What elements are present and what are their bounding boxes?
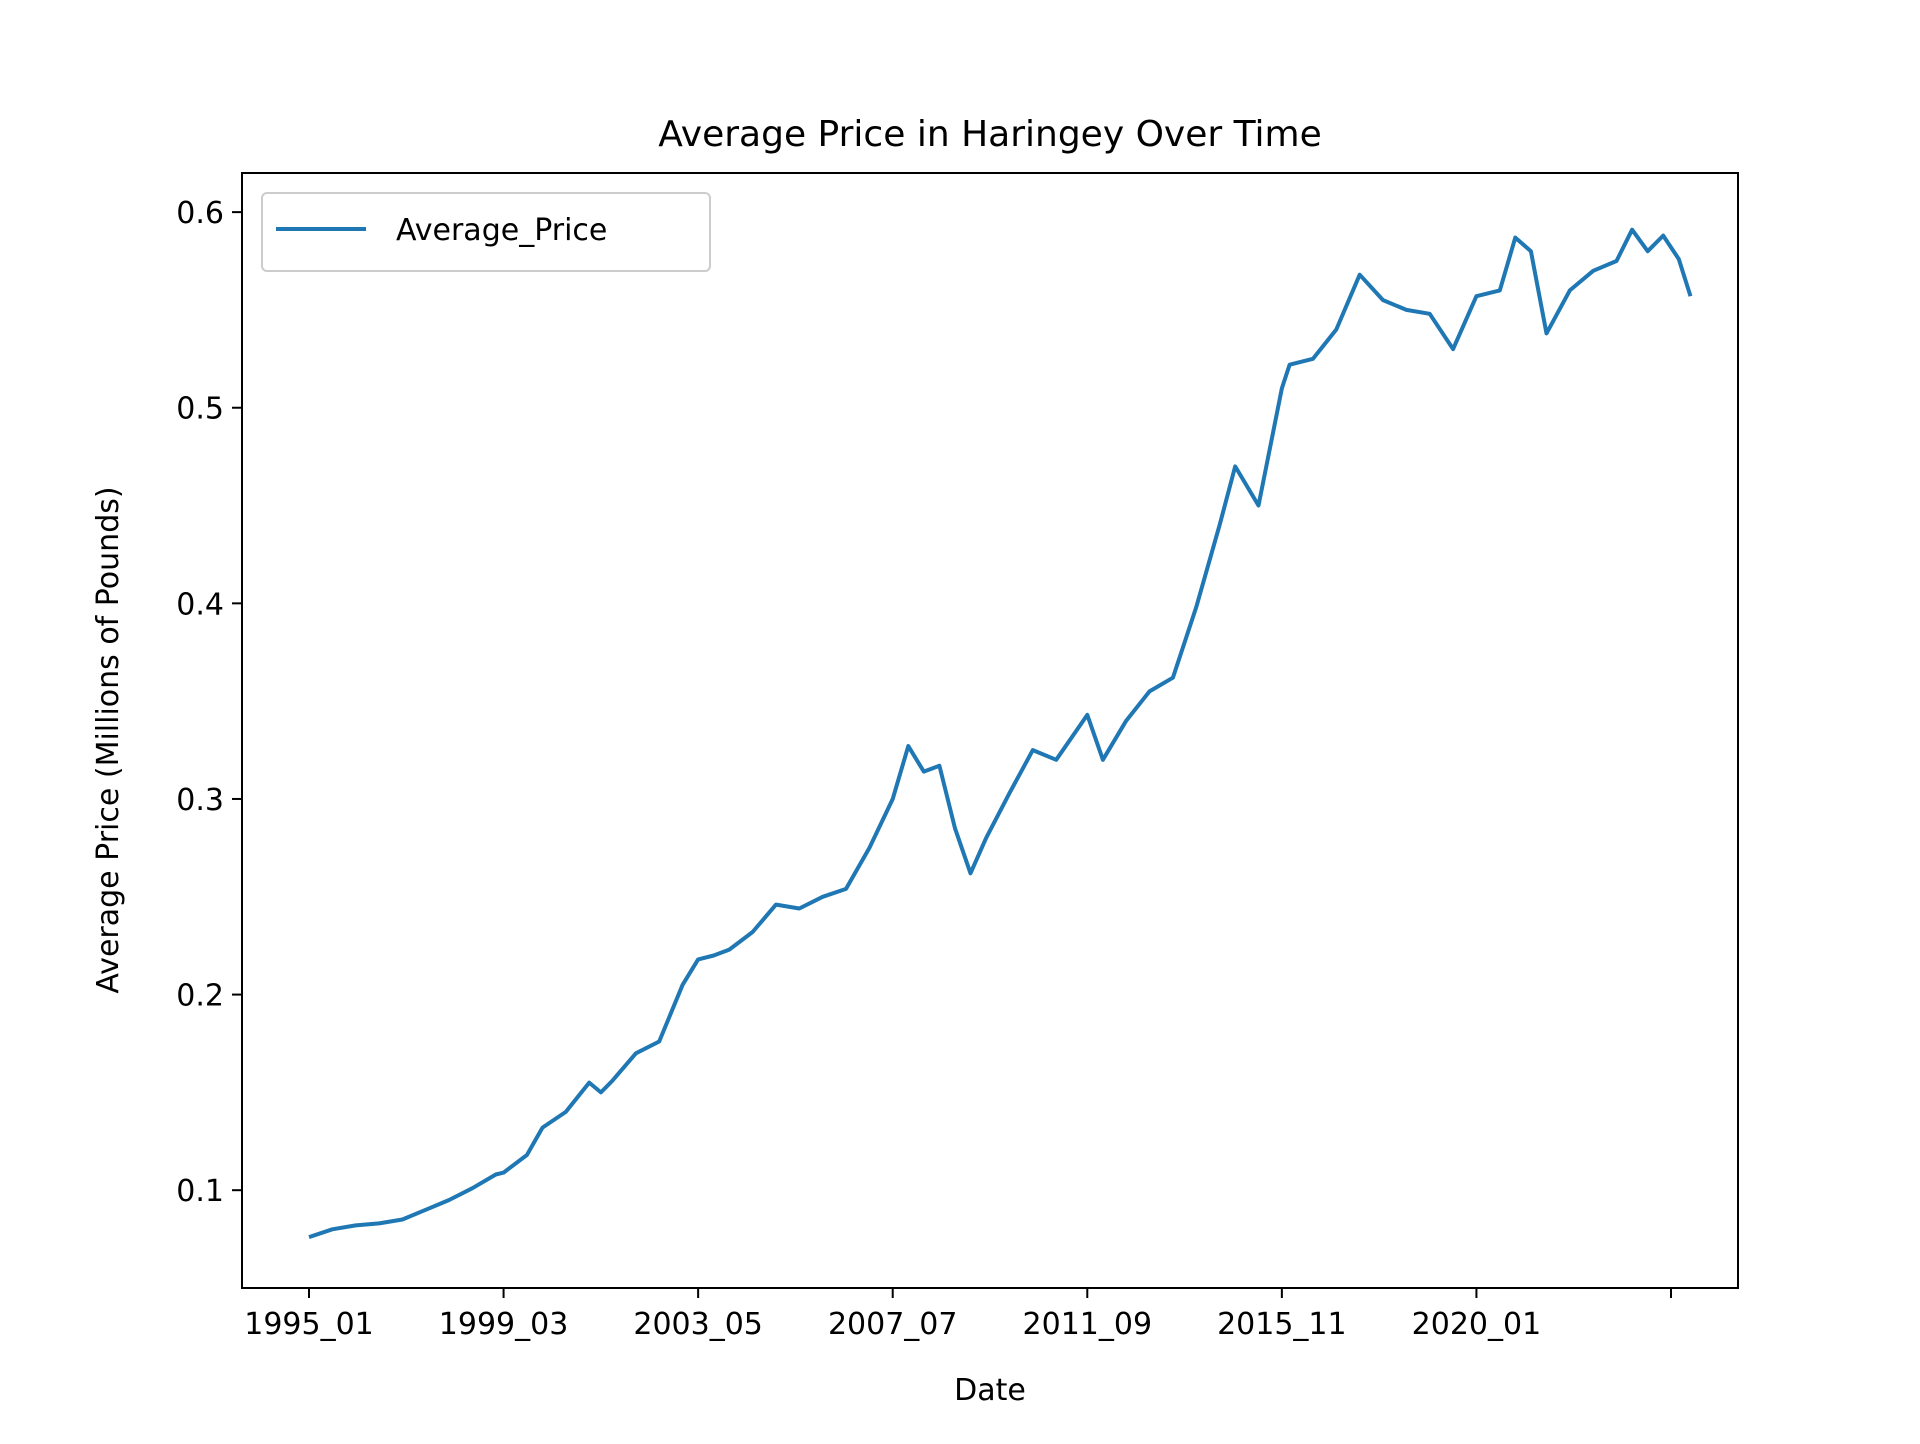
x-tick-label: 2007_07: [828, 1307, 958, 1342]
y-tick-label: 0.6: [176, 196, 224, 231]
y-tick-label: 0.3: [176, 783, 224, 818]
y-tick-label: 0.2: [176, 979, 224, 1014]
plot-area: 1995_01 1999_03 2003_05 2007_07 2011_09 2015_…: [176, 196, 1693, 1342]
x-tick-label: 2003_05: [633, 1307, 763, 1342]
plot-frame: [241, 172, 1739, 1289]
series-line-average-price: [308, 227, 1693, 1239]
chart-title: Average Price in Haringey Over Time: [658, 114, 1321, 155]
x-tick-label: 2015_11: [1217, 1307, 1347, 1342]
x-tick-label: 2020_01: [1412, 1307, 1542, 1342]
legend-box: [261, 192, 711, 272]
legend-series-label: Average_Price: [396, 213, 607, 248]
x-tick-label: 2011_09: [1023, 1307, 1153, 1342]
y-axis-label: Average Price (Millions of Pounds): [91, 486, 126, 993]
y-tick-label: 0.1: [176, 1174, 224, 1209]
x-tick-label: 1995_01: [244, 1307, 374, 1342]
y-tick-label: 0.4: [176, 587, 224, 622]
y-tick-label: 0.5: [176, 392, 224, 427]
x-axis-label: Date: [954, 1373, 1026, 1408]
legend: Average_Price: [261, 192, 711, 272]
x-tick-label: 1999_03: [439, 1307, 569, 1342]
